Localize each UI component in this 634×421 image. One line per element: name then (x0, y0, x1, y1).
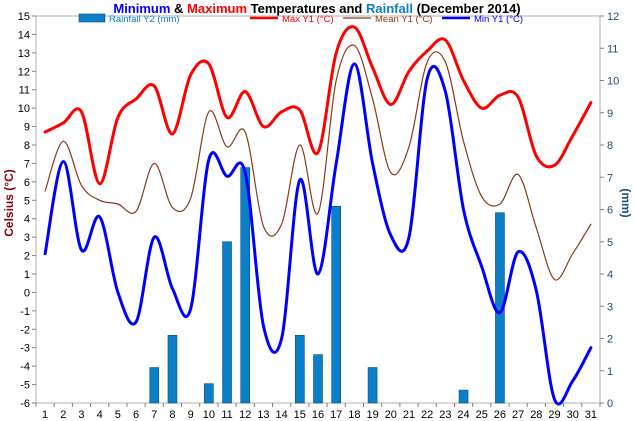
x-tick-label: 22 (421, 409, 433, 421)
y2-tick-label: 6 (607, 205, 613, 217)
x-tick-label: 1 (42, 409, 48, 421)
y-tick-label: -6 (20, 398, 30, 410)
y2-tick-label: 1 (607, 366, 613, 378)
chart-title: Minimum & Maximum Temperatures and Rainf… (0, 1, 634, 16)
x-tick-label: 3 (78, 409, 84, 421)
plot-area (35, 15, 601, 404)
title-minimum: Minimum (113, 1, 171, 16)
y2-tick-label: 0 (607, 398, 613, 410)
y-tick-label: -1 (20, 306, 30, 318)
y-tick-label: -5 (20, 380, 30, 392)
x-tick-label: 23 (439, 409, 451, 421)
y-tick-label: 15 (18, 11, 30, 23)
max-temp-line (43, 25, 593, 186)
y-tick-label: 5 (24, 195, 30, 207)
x-tick-label: 31 (585, 409, 597, 421)
title-date: (December 2014) (412, 1, 521, 16)
title-maximum: Maximum (187, 1, 248, 16)
y-tick-label: 2 (24, 251, 30, 263)
x-tick-label: 9 (188, 409, 194, 421)
y-tick-label: 0 (24, 287, 30, 299)
y-tick-label: 10 (18, 103, 30, 115)
title-and-1: & (170, 1, 188, 16)
legend-label-min: Min Y1 (°C) (474, 14, 523, 25)
y2-tick-label: 11 (607, 43, 618, 55)
rainfall-bar (204, 383, 214, 404)
rainfall-bar (367, 367, 378, 404)
y-tick-label: 6 (24, 177, 30, 189)
x-tick-label: 13 (257, 409, 269, 421)
title-temps: Temperatures and (247, 1, 366, 16)
y-tick-label: 3 (24, 232, 30, 244)
y-tick-label: 13 (18, 48, 30, 60)
x-tick-label: 7 (151, 409, 157, 421)
y-tick-label: 7 (24, 158, 30, 170)
x-tick-label: 5 (115, 409, 121, 421)
x-tick-label: 18 (348, 409, 360, 421)
rainfall-bar (295, 334, 305, 404)
rainfall-bar (458, 389, 469, 404)
y2-tick-label: 12 (607, 11, 619, 23)
legend-label-max: Max Y1 (°C) (282, 14, 334, 25)
y2-tick-label: 4 (607, 269, 613, 281)
legend-swatch-rainfall (78, 13, 106, 23)
y2-tick-label: 10 (607, 76, 619, 88)
x-tick-label: 28 (530, 409, 542, 421)
y-tick-label: 8 (24, 140, 30, 152)
y2-tick-label: 8 (607, 140, 613, 152)
y-tick-label: 1 (24, 269, 30, 281)
y-tick-label: -3 (20, 343, 30, 355)
x-tick-label: 2 (60, 409, 66, 421)
min-temp-line (43, 62, 593, 406)
legend-label-mean: Mean Y1 (°C) (375, 14, 432, 25)
y-tick-label: 4 (24, 214, 30, 226)
rainfall-bar (167, 334, 178, 404)
x-tick-label: 4 (97, 409, 103, 421)
y-tick-label: -2 (20, 324, 30, 336)
mean-temp-line (44, 44, 592, 281)
x-tick-label: 10 (203, 409, 215, 421)
rainfall-bar (149, 367, 160, 404)
x-tick-label: 20 (385, 409, 397, 421)
legend-label-rainfall: Rainfall Y2 (mm) (109, 14, 180, 25)
x-tick-label: 19 (366, 409, 378, 421)
y-tick-label: 9 (24, 122, 30, 134)
x-tick-label: 30 (567, 409, 579, 421)
y-tick-label: -4 (20, 361, 30, 373)
x-tick-label: 27 (512, 409, 524, 421)
x-tick-label: 15 (294, 409, 306, 421)
y-tick-label: 12 (18, 66, 30, 78)
y2-tick-label: 5 (607, 237, 613, 249)
x-tick-label: 12 (239, 409, 251, 421)
rainfall-bar (331, 205, 341, 404)
x-tick-label: 14 (275, 409, 287, 421)
rainfall-bar (313, 354, 323, 404)
y-tick-label: 11 (19, 85, 30, 97)
y-tick-label: 14 (18, 29, 30, 41)
y2-tick-label: 9 (607, 108, 613, 120)
x-tick-label: 8 (169, 409, 175, 421)
y2-tick-label: 3 (607, 301, 613, 313)
x-tick-label: 16 (312, 409, 324, 421)
x-tick-label: 25 (476, 409, 488, 421)
x-tick-label: 11 (221, 409, 232, 421)
x-tick-label: 29 (548, 409, 560, 421)
x-tick-label: 26 (494, 409, 506, 421)
x-tick-label: 6 (133, 409, 139, 421)
x-tick-label: 17 (330, 409, 342, 421)
x-tick-label: 24 (457, 409, 469, 421)
y2-tick-label: 7 (607, 172, 613, 184)
title-rainfall: Rainfall (365, 1, 413, 16)
y2-tick-label: 2 (607, 334, 613, 346)
rainfall-bar (222, 241, 232, 404)
x-tick-label: 21 (403, 409, 415, 421)
